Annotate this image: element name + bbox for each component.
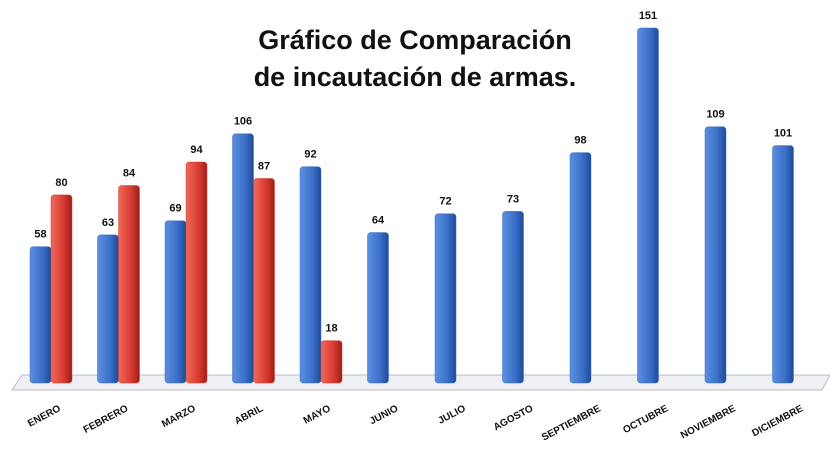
x-tick-label: MARZO — [160, 403, 198, 430]
data-label: 109 — [706, 109, 724, 121]
data-label: 101 — [774, 127, 792, 139]
floor — [11, 374, 830, 391]
data-label: 94 — [190, 144, 203, 156]
data-label: 69 — [169, 203, 181, 215]
bar — [164, 220, 187, 384]
bar — [569, 152, 592, 384]
data-label: 64 — [372, 214, 385, 226]
data-label: 87 — [258, 160, 270, 172]
data-label: 58 — [34, 229, 46, 241]
bar — [434, 213, 457, 384]
data-label: 92 — [304, 149, 316, 161]
x-tick-label: OCTUBRE — [621, 403, 670, 436]
x-tick-label: NOVIEMBRE — [679, 403, 738, 441]
x-tick-label: ABRIL — [233, 403, 265, 427]
data-label: 98 — [574, 135, 586, 147]
bar — [253, 178, 275, 384]
chart-title: de incautación de armas. — [254, 62, 577, 92]
bar — [232, 133, 254, 384]
x-tick-label: ENERO — [26, 403, 63, 430]
x-tick-label: AGOSTO — [492, 403, 535, 433]
bar — [185, 161, 208, 384]
bar — [29, 246, 52, 384]
x-tick-label: FEBRERO — [82, 403, 131, 436]
data-label: 84 — [123, 167, 136, 179]
bar — [772, 145, 794, 384]
bar — [637, 27, 659, 384]
bar — [50, 194, 73, 384]
x-tick-label: MAYO — [302, 403, 333, 426]
chart-title: Gráfico de Comparación — [258, 25, 572, 55]
bar — [97, 234, 119, 384]
x-tick-label: SEPTIEMBRE — [540, 403, 603, 443]
data-label: 151 — [639, 10, 657, 22]
bar — [704, 126, 727, 384]
data-label: 18 — [325, 323, 337, 335]
bar — [367, 232, 389, 384]
data-label: 80 — [55, 177, 67, 189]
bar — [118, 185, 140, 384]
data-label: 106 — [234, 116, 252, 128]
data-label: 73 — [507, 193, 519, 205]
x-tick-label: JUNIO — [368, 403, 400, 427]
data-label: 63 — [102, 217, 114, 229]
bar — [502, 211, 524, 384]
bar — [299, 166, 322, 384]
data-label: 72 — [439, 196, 451, 208]
x-tick-label: DICIEMBRE — [750, 403, 805, 439]
bar — [320, 340, 343, 384]
x-tick-label: JULIO — [436, 403, 467, 427]
